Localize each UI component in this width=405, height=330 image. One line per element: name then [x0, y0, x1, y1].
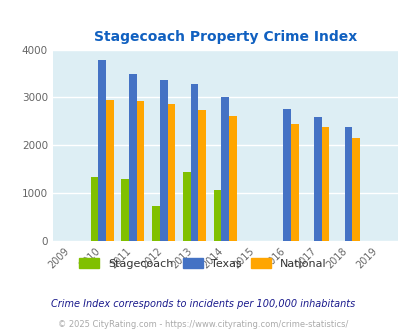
- Bar: [313, 117, 321, 241]
- Bar: [344, 127, 352, 241]
- Bar: [352, 138, 359, 241]
- Bar: [321, 127, 328, 241]
- Bar: [198, 110, 206, 241]
- Bar: [167, 104, 175, 241]
- Bar: [221, 97, 228, 241]
- Bar: [183, 173, 190, 241]
- Bar: [90, 177, 98, 241]
- Bar: [121, 179, 129, 241]
- Bar: [228, 116, 236, 241]
- Bar: [98, 60, 106, 241]
- Text: © 2025 CityRating.com - https://www.cityrating.com/crime-statistics/: © 2025 CityRating.com - https://www.city…: [58, 320, 347, 329]
- Bar: [106, 100, 113, 241]
- Text: Crime Index corresponds to incidents per 100,000 inhabitants: Crime Index corresponds to incidents per…: [51, 299, 354, 309]
- Bar: [152, 206, 160, 241]
- Bar: [136, 101, 144, 241]
- Bar: [190, 84, 198, 241]
- Bar: [282, 109, 290, 241]
- Bar: [213, 190, 221, 241]
- Legend: Stagecoach, Texas, National: Stagecoach, Texas, National: [75, 254, 330, 273]
- Bar: [129, 74, 136, 241]
- Bar: [290, 124, 298, 241]
- Title: Stagecoach Property Crime Index: Stagecoach Property Crime Index: [94, 30, 356, 44]
- Bar: [160, 80, 167, 241]
